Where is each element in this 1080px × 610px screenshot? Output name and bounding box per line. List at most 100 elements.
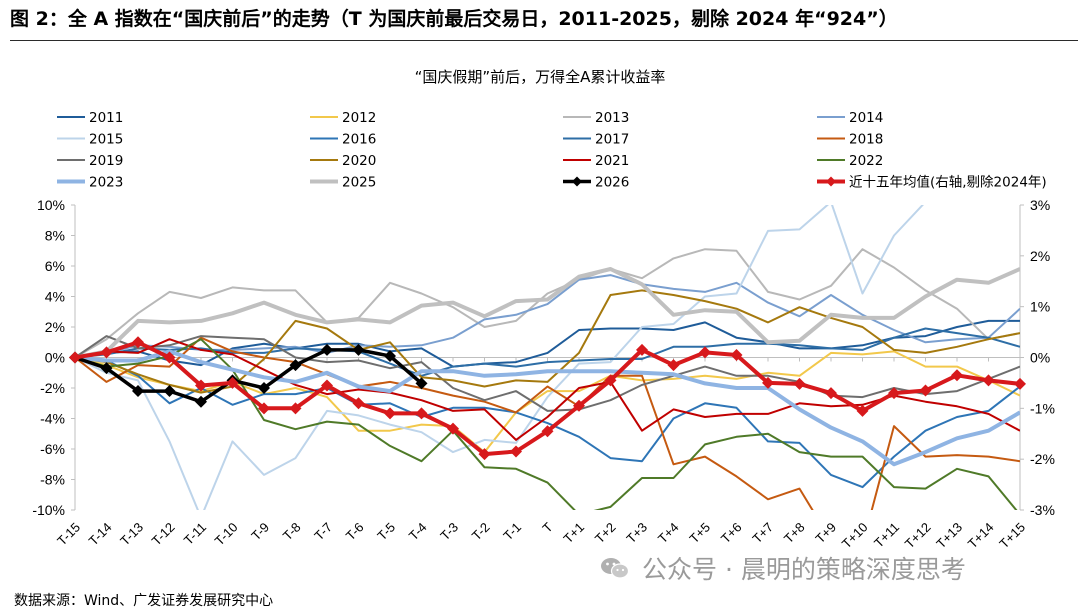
data-point-2024 bbox=[699, 346, 711, 359]
data-point-2024 bbox=[258, 402, 270, 415]
data-point-2024 bbox=[919, 384, 932, 397]
legend-label: 2015 bbox=[89, 132, 123, 148]
series-line-2023 bbox=[75, 349, 1020, 467]
x-tick-label: T+15 bbox=[996, 520, 1028, 552]
x-tick-label: T+4 bbox=[655, 520, 682, 547]
x-tick-label: T+12 bbox=[902, 520, 934, 552]
y-left-tick-label: -8% bbox=[40, 472, 65, 488]
data-point-2024 bbox=[132, 336, 144, 349]
legend-label: 2017 bbox=[595, 132, 629, 148]
data-point-2024 bbox=[667, 359, 680, 372]
data-point-2024 bbox=[856, 404, 869, 417]
x-tick-label: T+11 bbox=[871, 520, 902, 551]
x-tick-label: T-10 bbox=[212, 520, 241, 549]
data-point-2024 bbox=[636, 343, 648, 356]
data-point-2024 bbox=[289, 402, 302, 415]
data-point-2024 bbox=[384, 407, 396, 420]
data-point-2024 bbox=[100, 346, 113, 359]
legend-label: 近十五年均值(右轴,剔除2024年) bbox=[849, 175, 1047, 191]
x-tick-label: T+2 bbox=[592, 520, 619, 547]
data-point-2026 bbox=[258, 382, 270, 394]
series-line-2016 bbox=[75, 356, 1020, 489]
legend-label: 2022 bbox=[849, 153, 883, 169]
x-tick-label: T+10 bbox=[839, 520, 871, 552]
plot-area bbox=[75, 202, 1020, 510]
data-point-2024 bbox=[604, 374, 617, 387]
x-tick-label: T+7 bbox=[749, 520, 776, 547]
y-right-tick-label: -3% bbox=[1030, 502, 1055, 518]
source-note: 数据来源：Wind、广发证券发展研究中心 bbox=[14, 593, 274, 609]
x-tick-label: T-3 bbox=[437, 520, 461, 544]
legend-label: 2019 bbox=[89, 153, 123, 169]
y-left-tick-label: 6% bbox=[45, 258, 65, 274]
legend-label: 2014 bbox=[849, 110, 883, 126]
y-left-tick-label: 0% bbox=[45, 350, 65, 366]
y-left-tick-label: 2% bbox=[45, 319, 65, 335]
x-tick-label: T-13 bbox=[117, 520, 146, 549]
x-tick-label: T bbox=[539, 519, 555, 535]
x-tick-label: T-7 bbox=[311, 520, 335, 544]
data-point-2024 bbox=[510, 445, 522, 458]
y-left-tick-label: -10% bbox=[32, 502, 65, 518]
y-left-tick-label: -2% bbox=[40, 380, 65, 396]
legend-label: 2012 bbox=[342, 110, 376, 126]
legend-label: 2023 bbox=[89, 175, 123, 191]
series-line-2017 bbox=[75, 327, 1020, 377]
y-left-tick-label: 10% bbox=[37, 197, 65, 213]
watermark-text: 公众号 · 晨明的策略深度思考 bbox=[642, 555, 966, 584]
legend-marker bbox=[826, 176, 836, 187]
y-left-tick-label: -4% bbox=[40, 411, 65, 427]
x-tick-label: T-1 bbox=[500, 520, 524, 544]
legend-marker bbox=[572, 176, 582, 187]
series-line-2019 bbox=[75, 335, 1020, 412]
legend: 2011 2012 2013 2014 2015 2016 2017 2018 2019 2020… bbox=[57, 110, 1047, 191]
x-tick-label: T+9 bbox=[812, 520, 839, 547]
series-layer bbox=[69, 202, 1026, 510]
y-left-tick-label: 4% bbox=[45, 289, 65, 305]
data-point-2026 bbox=[289, 359, 302, 372]
chart-title: “国庆假期”前后，万得全A累计收益率 bbox=[415, 68, 666, 86]
data-point-2024 bbox=[541, 425, 554, 438]
series-line-2021 bbox=[75, 338, 1020, 441]
legend-label: 2011 bbox=[89, 110, 123, 126]
wechat-icon bbox=[601, 558, 630, 579]
data-point-2024 bbox=[762, 376, 774, 389]
data-point-2024 bbox=[415, 407, 428, 420]
x-tick-label: T-15 bbox=[54, 520, 83, 549]
y-right-tick-label: -1% bbox=[1030, 400, 1055, 416]
x-tick-label: T+5 bbox=[686, 520, 713, 547]
data-point-2024 bbox=[825, 387, 837, 400]
series-line-2018 bbox=[75, 336, 1020, 510]
x-tick-label: T+13 bbox=[933, 520, 965, 552]
series-line-2026 bbox=[74, 348, 423, 404]
x-tick-label: T-2 bbox=[469, 520, 493, 544]
data-point-2024 bbox=[951, 369, 963, 382]
legend-label: 2025 bbox=[342, 175, 376, 191]
y-right-tick-label: 2% bbox=[1030, 248, 1050, 264]
data-point-2024 bbox=[226, 376, 239, 389]
legend-label: 2016 bbox=[342, 132, 376, 148]
x-tick-label: T-4 bbox=[406, 520, 430, 544]
series-line-2013 bbox=[75, 248, 1020, 359]
data-point-2026 bbox=[163, 385, 176, 398]
y-right-tick-label: 1% bbox=[1030, 299, 1050, 315]
data-point-2024 bbox=[352, 397, 365, 410]
data-point-2024 bbox=[195, 379, 207, 392]
watermark: 公众号 · 晨明的策略深度思考 bbox=[600, 550, 966, 586]
data-point-2026 bbox=[415, 377, 428, 390]
x-tick-label: T-5 bbox=[374, 520, 398, 544]
legend-label: 2026 bbox=[595, 175, 629, 191]
legend-label: 2018 bbox=[849, 132, 883, 148]
data-point-2024 bbox=[888, 387, 900, 400]
series-line-2025 bbox=[75, 267, 1020, 360]
data-point-2026 bbox=[132, 385, 144, 398]
page-title: 图 2：全 A 指数在“国庆前后”的走势（T 为国庆前最后交易日，2011-20… bbox=[10, 8, 898, 30]
y-left-tick-label: 8% bbox=[45, 228, 65, 244]
data-point-2026 bbox=[384, 349, 396, 362]
y-right-tick-label: 0% bbox=[1030, 350, 1050, 366]
marker-layer bbox=[69, 336, 1026, 461]
legend-label: 2013 bbox=[595, 110, 629, 126]
y-right-tick-label: -2% bbox=[1030, 451, 1055, 467]
data-point-2024 bbox=[1014, 377, 1026, 390]
